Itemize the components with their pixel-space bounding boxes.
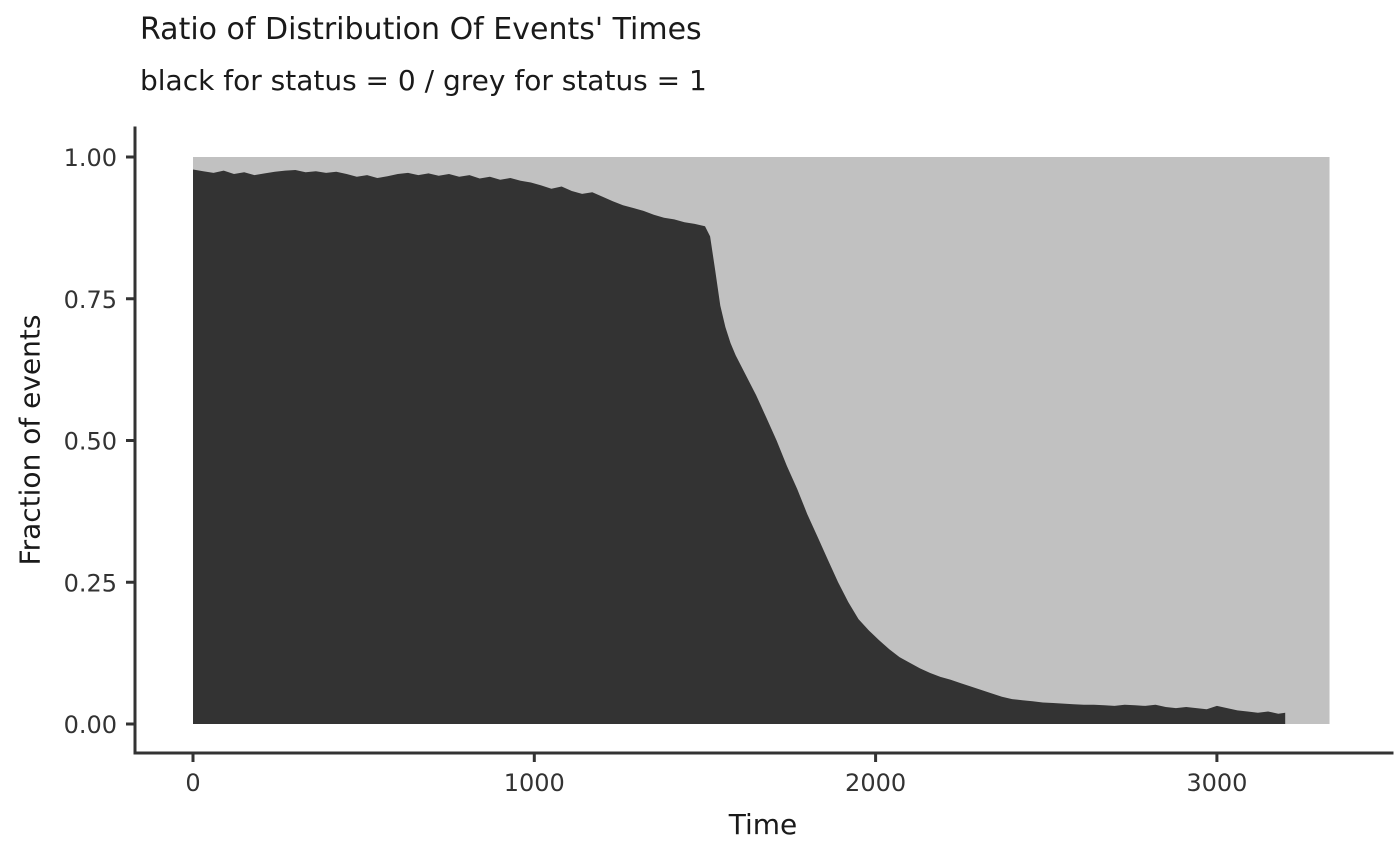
chart-title: Ratio of Distribution Of Events' Times <box>140 12 702 47</box>
x-tick-label: 0 <box>185 769 200 797</box>
x-tick-label: 2000 <box>845 769 906 797</box>
y-tick-label: 1.00 <box>64 144 117 172</box>
x-axis-title: Time <box>728 808 798 841</box>
y-tick-label: 0.50 <box>64 428 117 456</box>
y-tick-label: 0.00 <box>64 711 117 739</box>
chart-subtitle: black for status = 0 / grey for status =… <box>140 64 707 97</box>
x-tick-label: 1000 <box>504 769 565 797</box>
x-tick-label: 3000 <box>1186 769 1247 797</box>
area-status-0 <box>193 169 1286 724</box>
y-tick-label: 0.75 <box>64 286 117 314</box>
y-tick-label: 0.25 <box>64 569 117 597</box>
